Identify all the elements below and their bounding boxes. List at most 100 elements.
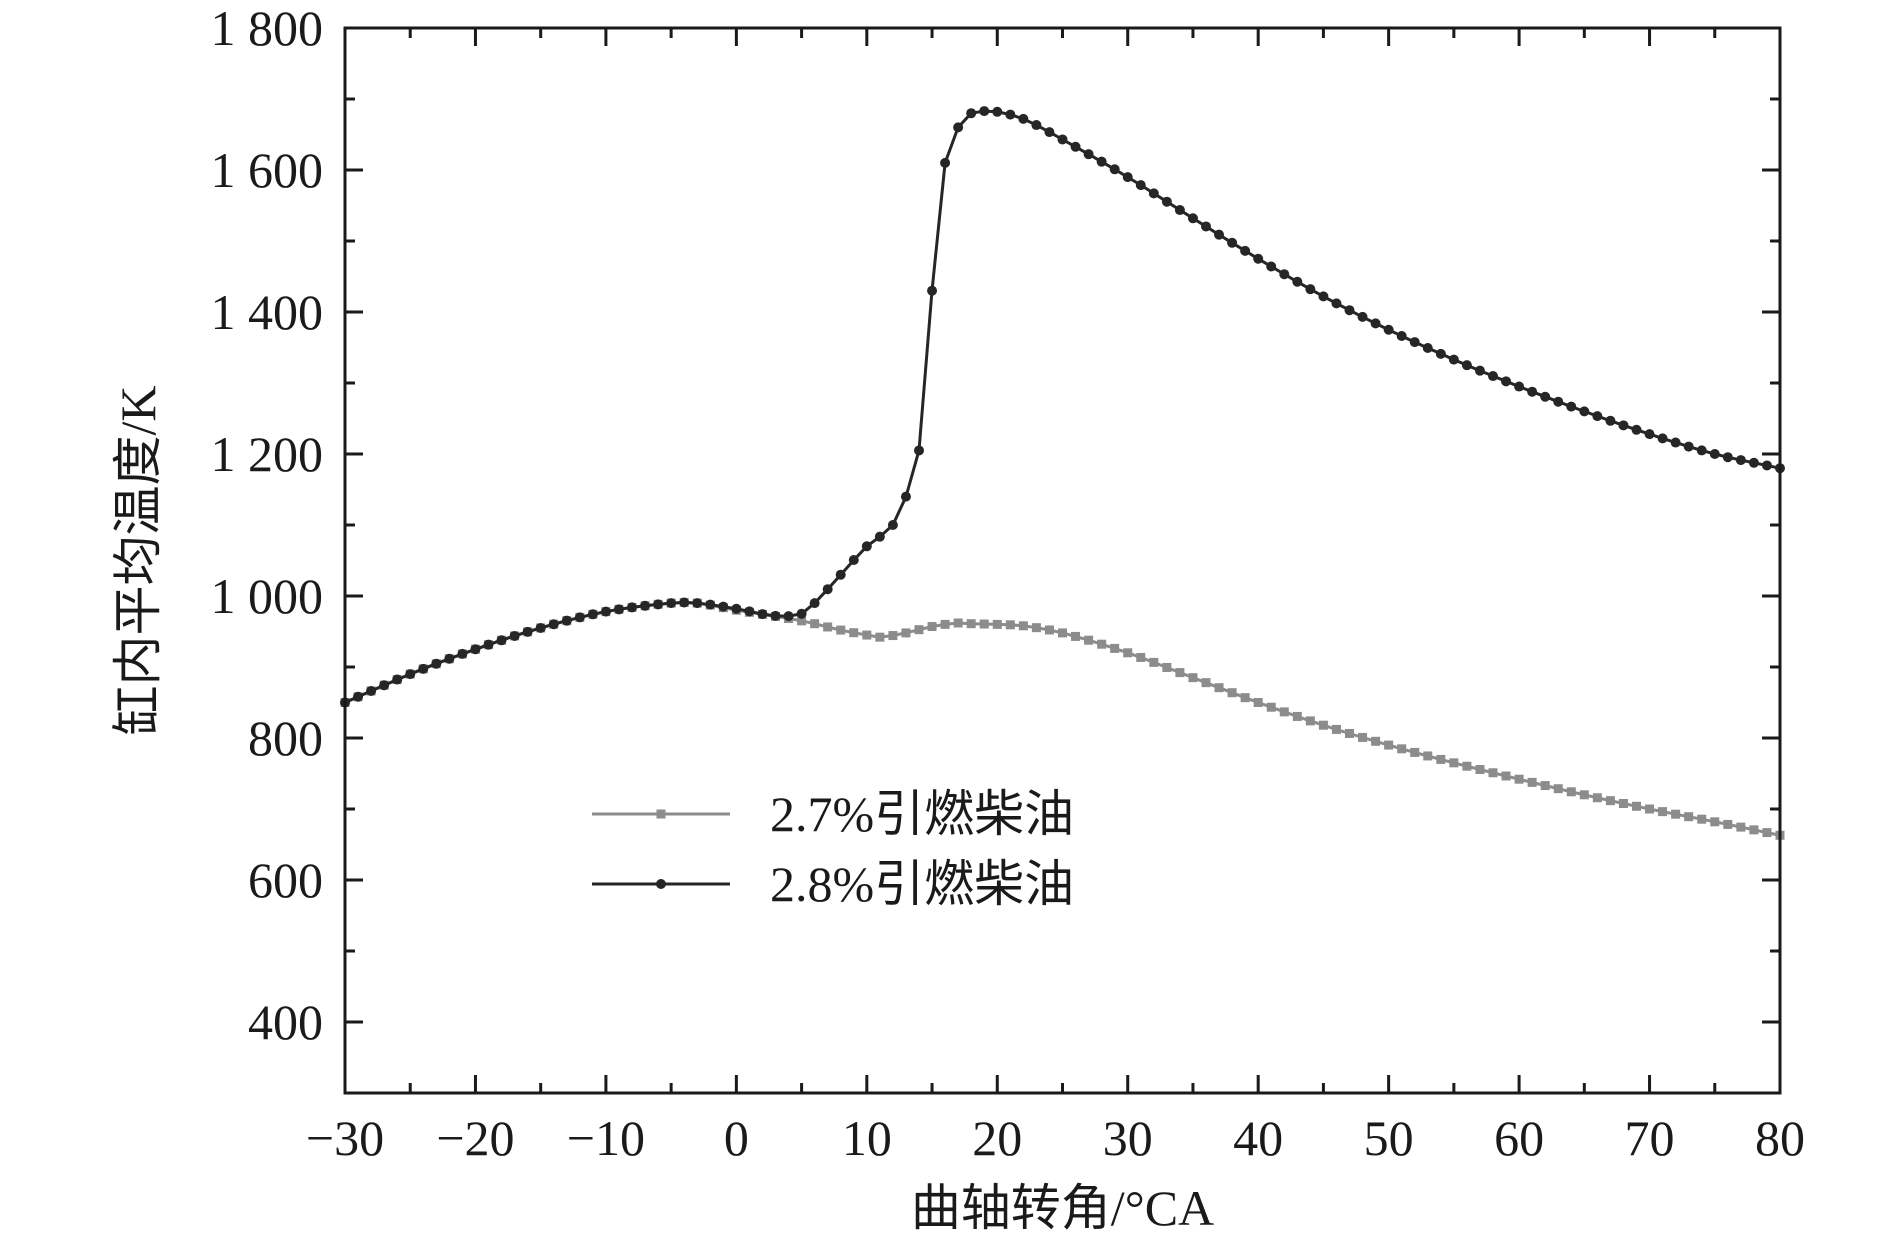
data-point-series-1 [953,618,963,628]
y-axis-ticks: 400 600 800 1 000 1 200 1 400 1 600 1 800 [211,0,1780,1095]
data-point-series-1 [1201,678,1211,688]
series-layer [340,106,1785,840]
data-point-series-2 [1383,324,1394,335]
data-point-series-1 [1723,819,1733,829]
data-point-series-2 [1187,213,1198,224]
data-point-series-1 [1449,758,1459,768]
y-tick-label: 800 [248,710,323,766]
data-point-series-2 [379,680,390,691]
data-point-series-1 [849,628,859,638]
data-point-series-1 [1697,814,1707,824]
data-point-series-2 [548,619,559,630]
data-point-series-2 [874,531,885,542]
data-point-series-2 [653,599,664,610]
data-point-series-2 [561,615,572,626]
data-point-series-2 [1201,221,1211,232]
legend-marker-1 [656,809,666,819]
data-point-series-1 [1253,698,1263,707]
x-tick-label: 30 [1103,1110,1153,1166]
data-point-series-1 [1501,771,1511,781]
data-point-series-1 [888,631,898,641]
data-point-series-2 [1722,452,1733,463]
data-point-series-2 [1540,391,1551,402]
data-point-series-1 [927,622,937,632]
data-point-series-2 [1761,460,1772,471]
data-point-series-1 [1684,812,1694,822]
data-point-series-1 [966,619,976,629]
data-point-series-2 [431,658,442,669]
data-point-series-2 [1253,253,1264,264]
data-point-series-2 [679,597,690,608]
data-point-series-1 [979,619,989,629]
data-point-series-2 [1488,371,1498,382]
data-point-series-1 [1736,822,1746,832]
data-point-series-2 [1083,149,1094,160]
data-point-series-2 [731,603,742,614]
data-point-series-2 [1344,305,1355,316]
x-tick-label: 70 [1625,1110,1675,1166]
data-point-series-2 [1135,180,1146,191]
data-point-series-1 [1227,688,1237,698]
data-point-series-2 [940,157,951,168]
data-point-series-1 [1436,754,1446,764]
y-tick-label: 1 000 [211,568,324,624]
data-point-series-2 [1579,406,1590,417]
data-point-series-2 [1240,245,1251,256]
data-point-series-1 [1214,683,1224,693]
data-point-series-2 [587,609,598,620]
data-point-series-1 [1579,790,1589,800]
x-tick-label: 20 [972,1110,1022,1166]
data-point-series-2 [1748,457,1759,468]
data-point-series-2 [1461,360,1472,371]
data-point-series-2 [1057,134,1068,145]
data-point-series-1 [1514,774,1524,784]
data-point-series-2 [979,106,990,117]
data-point-series-1 [1605,796,1615,806]
data-point-series-1 [1540,781,1550,791]
data-point-series-2 [627,602,637,613]
x-tick-label: 80 [1755,1110,1805,1166]
data-point-series-2 [1409,337,1420,348]
legend-label-1: 2.7%引燃柴油 [770,786,1074,842]
data-point-series-2 [900,491,911,502]
data-point-series-2 [1292,276,1303,287]
data-point-series-2 [796,608,807,619]
data-point-series-1 [1410,747,1420,757]
data-point-series-1 [836,625,846,635]
data-point-series-2 [470,644,481,655]
data-point-series-2 [666,598,677,609]
data-point-series-1 [1566,787,1576,797]
data-point-series-2 [1044,127,1055,138]
data-point-series-2 [1527,386,1538,397]
x-axis-title: 曲轴转角/°CA [911,1180,1214,1236]
data-point-series-1 [1240,693,1250,703]
data-point-series-2 [1331,298,1342,309]
data-point-series-2 [1474,365,1485,376]
data-point-series-1 [1044,625,1054,635]
data-point-series-1 [1762,828,1772,838]
data-point-series-2 [1396,330,1407,341]
data-point-series-1 [862,630,872,640]
data-point-series-2 [835,569,846,580]
data-point-series-1 [1005,620,1015,630]
y-tick-label: 1 200 [211,426,324,482]
data-point-series-2 [1070,141,1081,152]
data-point-series-1 [1266,702,1276,712]
y-tick-label: 1 800 [211,0,324,56]
data-point-series-2 [1683,441,1694,452]
y-tick-label: 400 [248,994,323,1050]
x-axis-ticks: −30 −20 −10 0 10 20 30 40 50 60 70 80 [306,28,1805,1166]
data-point-series-1 [901,628,911,638]
data-point-series-1 [1149,657,1159,667]
data-point-series-1 [1423,751,1433,761]
data-point-series-1 [1397,744,1407,754]
data-point-series-2 [861,541,872,552]
data-point-series-1 [1462,761,1472,771]
data-point-series-2 [992,106,1003,117]
data-point-series-2 [418,663,429,674]
data-point-series-2 [1370,318,1381,329]
data-point-series-2 [770,610,781,621]
data-point-series-2 [392,674,403,685]
data-point-series-1 [1058,628,1067,638]
